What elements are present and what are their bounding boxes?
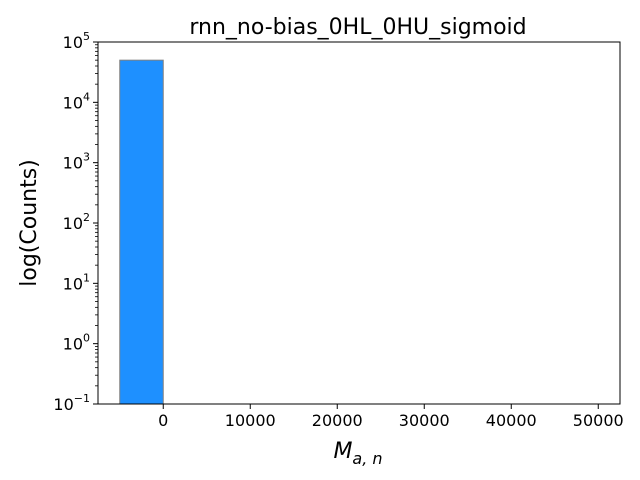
x-tick-label: 40000 <box>486 411 537 430</box>
bars-layer <box>119 59 164 405</box>
x-tick-label: 10000 <box>225 411 276 430</box>
x-tick-label: 0 <box>158 411 168 430</box>
x-axis-label-main: M <box>333 439 352 464</box>
y-tick-label: 10−1 <box>53 392 90 414</box>
x-axis-label: Ma, n <box>333 439 382 468</box>
y-tick-label: 103 <box>63 151 90 173</box>
x-tick-label: 50000 <box>573 411 624 430</box>
y-axis-label: log(Counts) <box>17 159 42 287</box>
y-tick-label: 100 <box>63 332 90 354</box>
chart-title: rnn_no-bias_0HL_0HU_sigmoid <box>189 15 526 40</box>
y-axis-ticks: 10−1 100 101 102 103 104 105 <box>53 30 98 414</box>
y-tick-label: 105 <box>63 30 90 52</box>
x-axis-ticks: 0 10000 20000 30000 40000 50000 <box>158 404 624 430</box>
y-tick-label: 102 <box>63 211 90 233</box>
histogram-bar <box>119 59 164 405</box>
y-tick-label: 104 <box>63 90 90 112</box>
x-tick-label: 30000 <box>399 411 450 430</box>
x-axis-label-subscript: a, n <box>352 449 382 468</box>
y-tick-label: 101 <box>63 271 90 293</box>
x-tick-label: 20000 <box>312 411 363 430</box>
